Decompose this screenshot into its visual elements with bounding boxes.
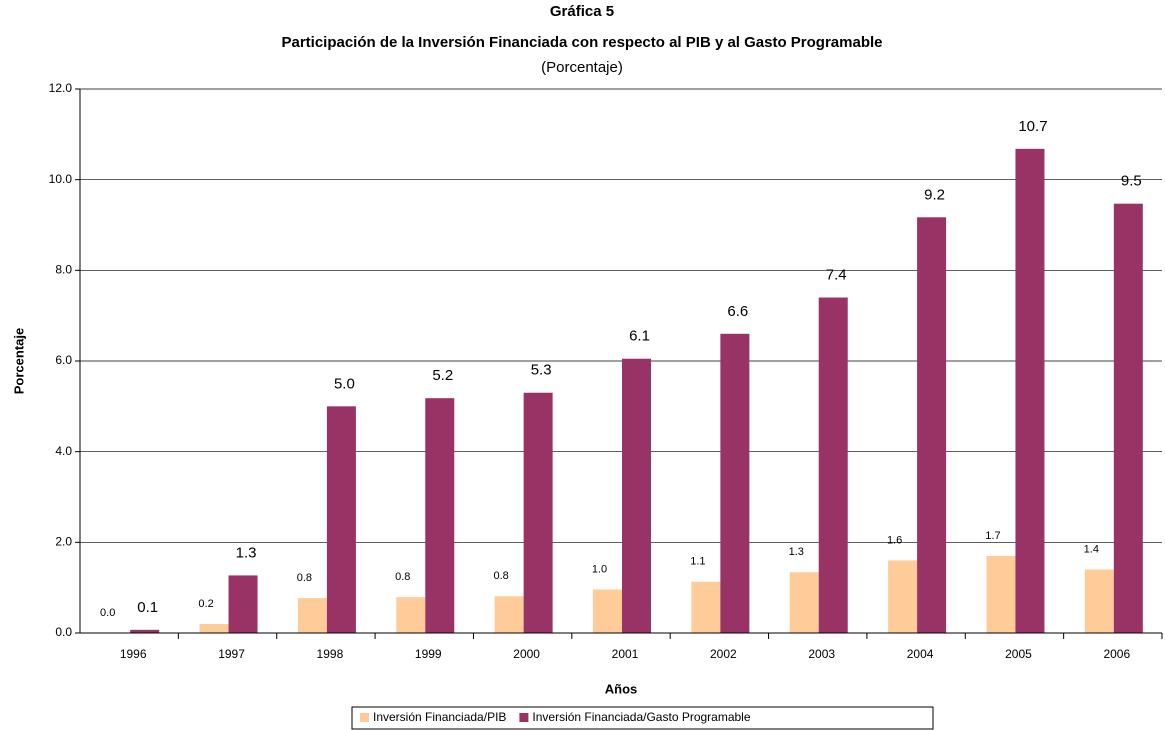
value-label: 1.3	[789, 546, 804, 558]
bar	[130, 629, 160, 633]
x-tick-label: 2004	[907, 647, 934, 661]
legend-label: Inversión Financiada/PIB	[373, 710, 506, 724]
y-tick-label: 12.0	[49, 81, 73, 95]
value-label: 7.4	[826, 267, 847, 284]
legend-label: Inversión Financiada/Gasto Programable	[532, 710, 750, 724]
bar	[818, 297, 848, 633]
value-label: 9.2	[924, 186, 945, 203]
x-tick-label: 1996	[120, 647, 147, 661]
value-label: 0.8	[395, 571, 410, 583]
value-label: 1.1	[690, 556, 705, 568]
bar	[297, 598, 327, 633]
bar	[326, 406, 356, 633]
y-tick-label: 4.0	[55, 444, 72, 458]
unit-note: (Porcentaje)	[541, 59, 623, 76]
value-label: 1.0	[592, 563, 607, 575]
bar	[1084, 569, 1114, 633]
x-tick-label: 1997	[218, 647, 245, 661]
legend-swatch	[519, 713, 529, 722]
bar	[396, 597, 426, 633]
value-label: 6.1	[629, 328, 650, 345]
value-label: 9.5	[1121, 173, 1142, 190]
bar	[917, 217, 947, 633]
y-tick-label: 8.0	[55, 263, 72, 277]
legend-box	[351, 706, 934, 730]
value-label: 6.6	[727, 303, 748, 320]
bar	[1015, 148, 1045, 633]
value-label: 1.3	[236, 544, 257, 561]
value-label: 5.2	[432, 367, 453, 384]
value-label: 0.1	[137, 599, 158, 616]
chart-subtitle: Participación de la Inversión Financiada…	[281, 34, 882, 51]
value-label: 0.8	[297, 572, 312, 584]
x-axis-label: Años	[605, 681, 638, 696]
chart-title: Gráfica 5	[550, 3, 614, 20]
x-tick-label: 2002	[710, 647, 737, 661]
value-label: 1.6	[887, 534, 902, 546]
bar	[888, 560, 918, 633]
bar	[1113, 203, 1143, 633]
value-label: 0.8	[493, 570, 508, 582]
value-label: 0.0	[100, 607, 115, 619]
bar	[523, 392, 553, 633]
x-tick-label: 2000	[513, 647, 540, 661]
y-tick-label: 6.0	[55, 353, 72, 367]
bar	[986, 555, 1016, 633]
bar	[622, 358, 651, 633]
x-tick-label: 2006	[1103, 647, 1130, 661]
value-label: 1.7	[985, 530, 1000, 542]
y-tick-label: 0.0	[55, 625, 72, 639]
value-label: 1.4	[1084, 543, 1099, 555]
bar	[593, 589, 622, 633]
y-tick-label: 2.0	[55, 535, 72, 549]
value-label: 5.0	[334, 375, 355, 392]
legend-swatch	[360, 713, 369, 722]
bar	[228, 575, 258, 633]
bar	[199, 623, 229, 633]
bar	[494, 596, 524, 633]
x-tick-label: 2001	[612, 647, 639, 661]
y-tick-label: 10.0	[49, 172, 73, 186]
value-label: 5.3	[531, 362, 552, 379]
x-tick-label: 2005	[1005, 647, 1032, 661]
x-tick-label: 2003	[808, 647, 835, 661]
bar	[691, 581, 721, 633]
bar	[789, 572, 819, 633]
bar	[720, 333, 750, 633]
bar	[425, 398, 455, 633]
value-label: 0.2	[198, 598, 213, 610]
y-axis-label: Porcentaje	[11, 328, 26, 394]
x-tick-label: 1998	[317, 647, 344, 661]
value-label: 10.7	[1018, 118, 1047, 135]
x-tick-label: 1999	[415, 647, 442, 661]
